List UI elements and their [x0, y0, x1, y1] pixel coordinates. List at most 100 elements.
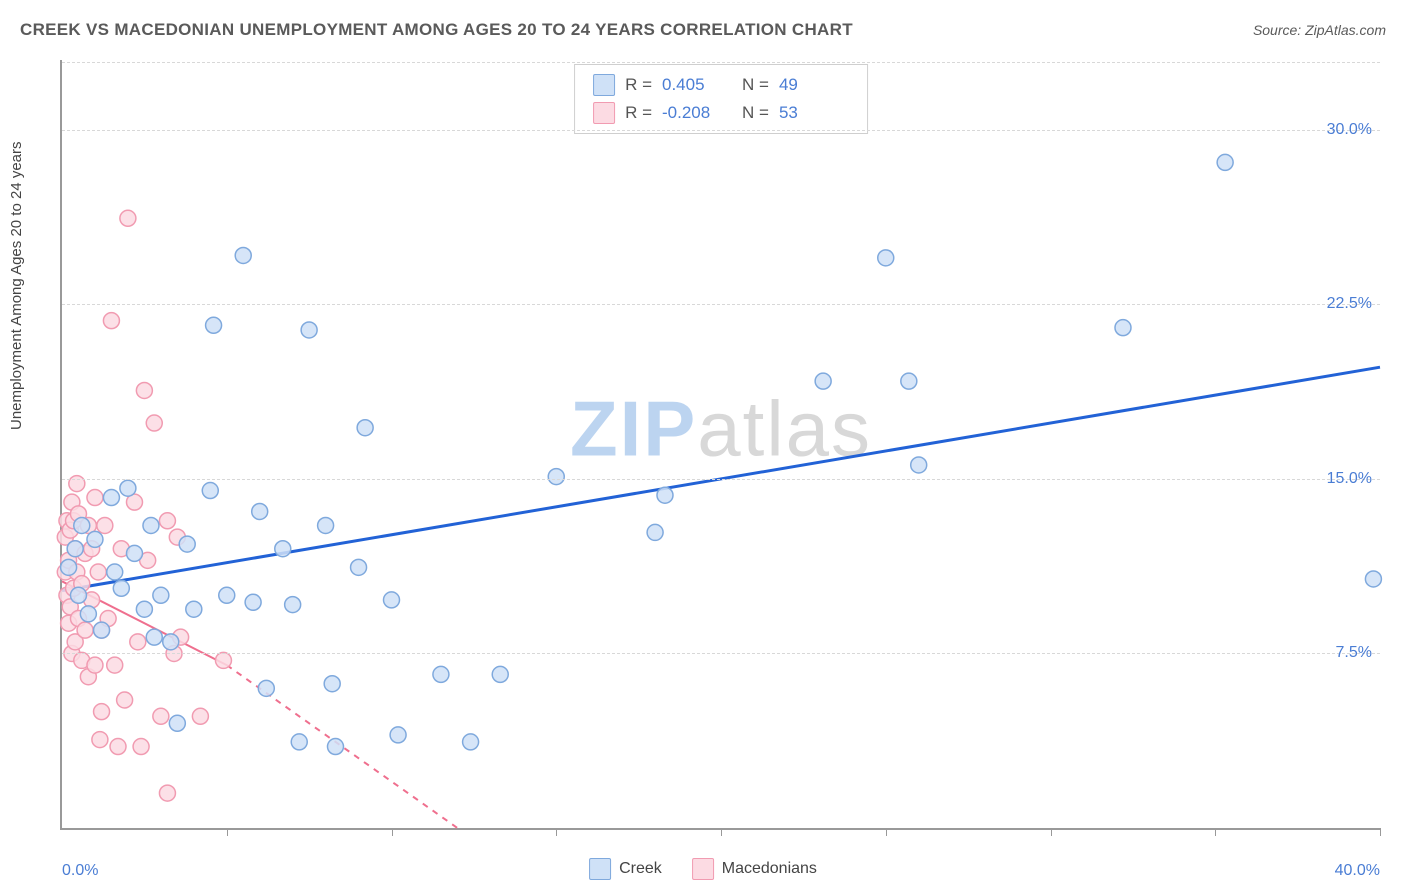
data-point [126, 545, 142, 561]
data-point [318, 517, 334, 533]
data-point [103, 490, 119, 506]
data-point [202, 483, 218, 499]
data-point [120, 210, 136, 226]
data-point [390, 727, 406, 743]
legend-label-macedonians: Macedonians [722, 860, 817, 878]
data-point [463, 734, 479, 750]
x-tick [1215, 828, 1216, 836]
data-point [815, 373, 831, 389]
data-point [285, 597, 301, 613]
n-label: N = [742, 71, 769, 99]
data-point [252, 503, 268, 519]
gridline [62, 304, 1380, 305]
data-point [130, 634, 146, 650]
y-tick-label: 22.5% [1327, 295, 1372, 313]
data-point [136, 382, 152, 398]
data-point [548, 469, 564, 485]
y-tick-label: 30.0% [1327, 121, 1372, 139]
x-tick [721, 828, 722, 836]
x-tick [556, 828, 557, 836]
data-point [433, 666, 449, 682]
data-point [153, 587, 169, 603]
x-origin-label: 0.0% [62, 862, 98, 880]
x-tick [886, 828, 887, 836]
correlation-legend: R = 0.405 N = 49 R = -0.208 N = 53 [574, 64, 868, 134]
source-attribution: Source: ZipAtlas.com [1253, 22, 1386, 38]
data-point [357, 420, 373, 436]
x-tick [227, 828, 228, 836]
data-point [245, 594, 261, 610]
data-point [77, 622, 93, 638]
legend-item-macedonians: Macedonians [692, 858, 817, 880]
swatch-macedonians [593, 102, 615, 124]
data-point [384, 592, 400, 608]
data-point [179, 536, 195, 552]
data-point [74, 517, 90, 533]
data-point [107, 564, 123, 580]
data-point [87, 531, 103, 547]
data-point [911, 457, 927, 473]
data-point [301, 322, 317, 338]
x-tick [1380, 828, 1381, 836]
series-legend: Creek Macedonians [589, 858, 817, 880]
creek-n-value: 49 [779, 71, 849, 99]
swatch-creek [593, 74, 615, 96]
data-point [169, 715, 185, 731]
legend-item-creek: Creek [589, 858, 662, 880]
data-point [153, 708, 169, 724]
data-point [657, 487, 673, 503]
data-point [133, 739, 149, 755]
data-point [901, 373, 917, 389]
data-point [291, 734, 307, 750]
x-tick [392, 828, 393, 836]
data-point [235, 247, 251, 263]
r-label-2: R = [625, 99, 652, 127]
y-tick-label: 15.0% [1327, 470, 1372, 488]
gridline [62, 130, 1380, 131]
legend-row-creek: R = 0.405 N = 49 [593, 71, 849, 99]
data-point [97, 517, 113, 533]
data-point [275, 541, 291, 557]
data-point [103, 313, 119, 329]
data-point [258, 680, 274, 696]
chart-svg [62, 60, 1380, 828]
data-point [61, 559, 77, 575]
data-point [87, 657, 103, 673]
data-point [206, 317, 222, 333]
n-label-2: N = [742, 99, 769, 127]
data-point [80, 606, 96, 622]
data-point [1217, 154, 1233, 170]
y-axis-label: Unemployment Among Ages 20 to 24 years [8, 141, 25, 430]
data-point [324, 676, 340, 692]
swatch-macedonians-bottom [692, 858, 714, 880]
plot-area: ZIPatlas R = 0.405 N = 49 R = -0.208 N =… [60, 60, 1380, 830]
y-tick-label: 7.5% [1336, 644, 1372, 662]
data-point [136, 601, 152, 617]
chart-title: CREEK VS MACEDONIAN UNEMPLOYMENT AMONG A… [20, 20, 853, 40]
data-point [113, 580, 129, 596]
data-point [878, 250, 894, 266]
data-point [192, 708, 208, 724]
data-point [67, 541, 83, 557]
gridline [62, 62, 1380, 63]
legend-label-creek: Creek [619, 860, 662, 878]
legend-row-macedonians: R = -0.208 N = 53 [593, 99, 849, 127]
data-point [492, 666, 508, 682]
data-point [107, 657, 123, 673]
data-point [143, 517, 159, 533]
data-point [110, 739, 126, 755]
macedonians-n-value: 53 [779, 99, 849, 127]
data-point [186, 601, 202, 617]
x-max-label: 40.0% [1335, 862, 1380, 880]
macedonians-r-value: -0.208 [662, 99, 732, 127]
data-point [94, 704, 110, 720]
data-point [146, 415, 162, 431]
data-point [163, 634, 179, 650]
data-point [159, 513, 175, 529]
swatch-creek-bottom [589, 858, 611, 880]
data-point [90, 564, 106, 580]
data-point [120, 480, 136, 496]
data-point [219, 587, 235, 603]
data-point [1365, 571, 1381, 587]
x-tick [1051, 828, 1052, 836]
